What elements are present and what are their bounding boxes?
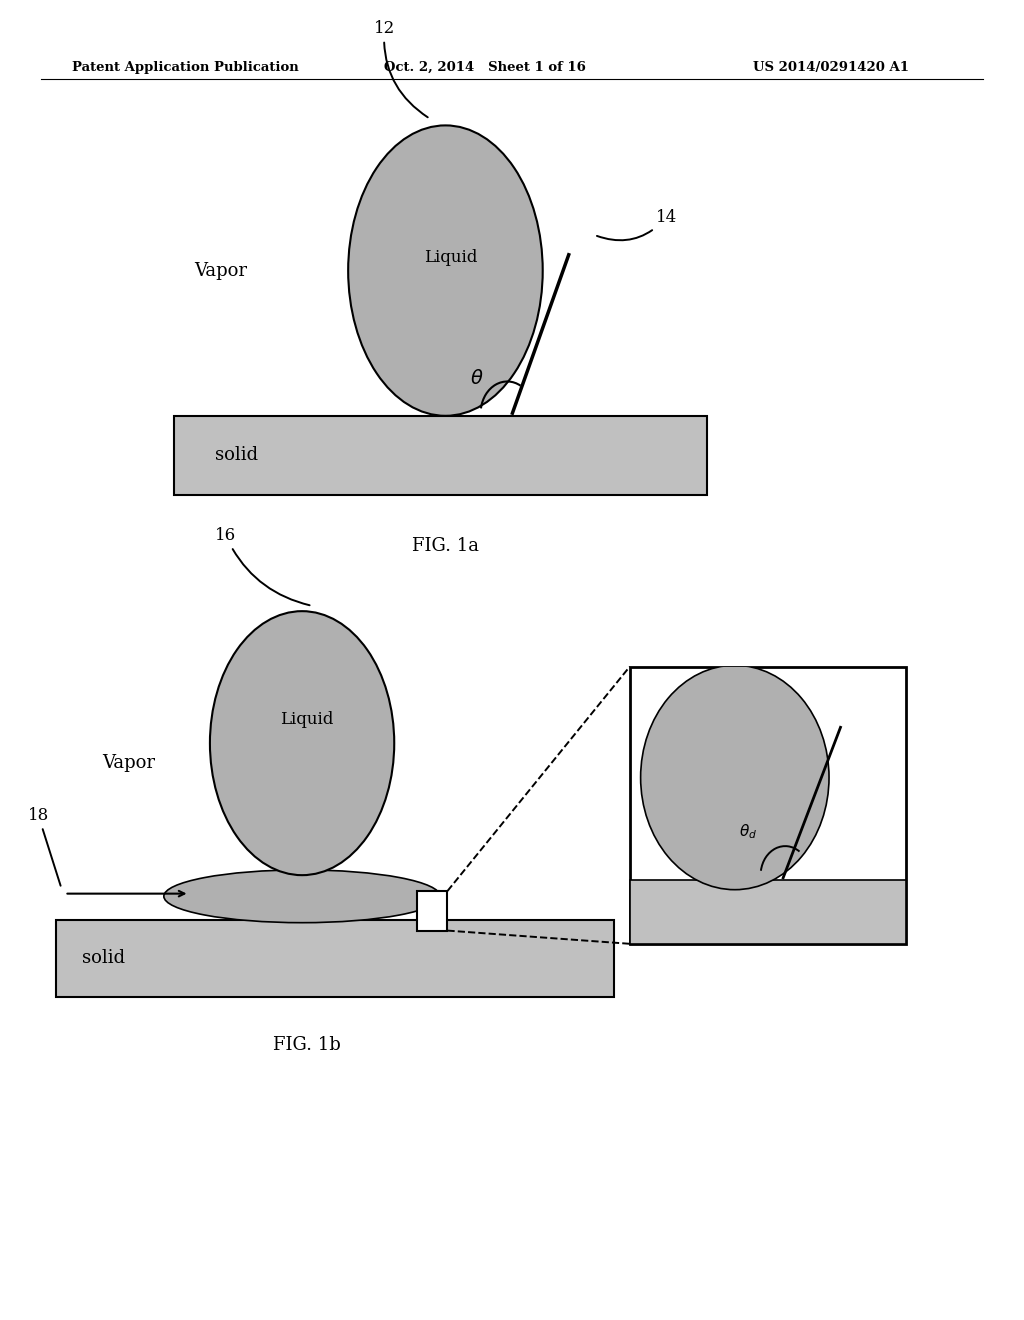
Ellipse shape [348,125,543,416]
Text: solid: solid [215,446,258,465]
Ellipse shape [210,611,394,875]
Bar [630,667,906,944]
Text: FIG. 1a: FIG. 1a [412,537,479,556]
Ellipse shape [164,870,440,923]
Text: 18: 18 [28,807,60,886]
Text: Patent Application Publication: Patent Application Publication [72,61,298,74]
Text: Vapor: Vapor [102,754,156,772]
Text: 14: 14 [597,209,677,240]
Bar [630,880,906,944]
Text: $\theta_d$: $\theta_d$ [739,822,758,841]
Bar [630,667,906,944]
Text: US 2014/0291420 A1: US 2014/0291420 A1 [753,61,908,74]
Text: 16: 16 [215,527,309,606]
Ellipse shape [641,665,829,890]
Bar [174,416,707,495]
Text: Liquid: Liquid [281,711,334,727]
Text: $\theta$: $\theta$ [470,370,483,388]
Text: Oct. 2, 2014   Sheet 1 of 16: Oct. 2, 2014 Sheet 1 of 16 [384,61,586,74]
Text: solid: solid [82,949,125,968]
Bar [56,920,614,997]
Text: FIG. 1b: FIG. 1b [273,1036,341,1055]
Text: Vapor: Vapor [195,261,248,280]
Bar [417,891,447,931]
Text: 12: 12 [374,20,428,117]
Text: Liquid: Liquid [424,249,477,265]
